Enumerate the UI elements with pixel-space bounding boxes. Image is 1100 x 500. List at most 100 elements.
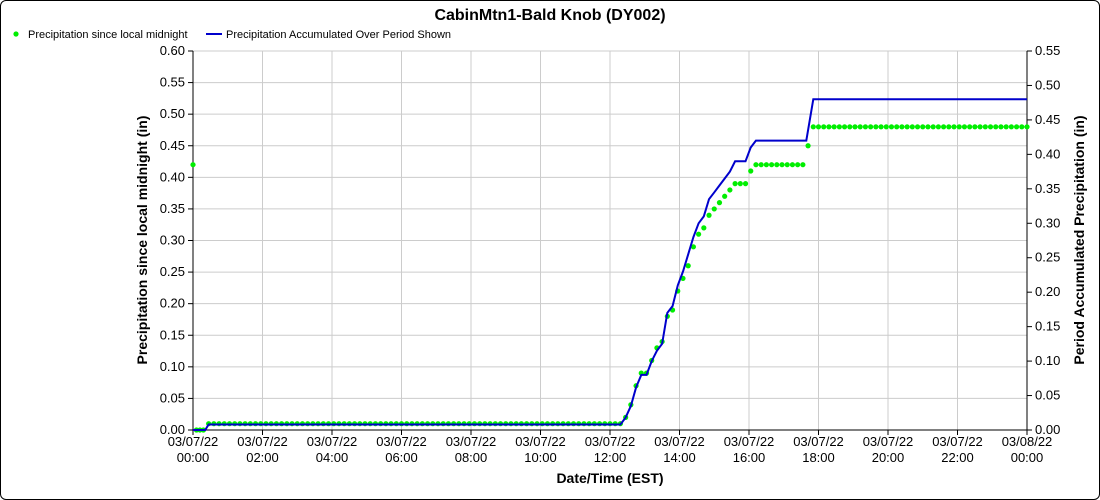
x-tick-label-date: 03/07/22 [793, 434, 844, 449]
precip-dot [873, 124, 879, 130]
x-tick-label-time: 00:00 [1011, 450, 1044, 465]
y-left-tick-label: 0.00 [160, 422, 185, 437]
y-right-tick-label: 0.05 [1035, 388, 1060, 403]
x-tick-label-date: 03/07/22 [932, 434, 983, 449]
precip-dot [909, 124, 915, 130]
y-right-tick-label: 0.25 [1035, 250, 1060, 265]
precip-dot [868, 124, 874, 130]
x-tick-label-date: 03/08/22 [1002, 434, 1053, 449]
x-tick-label-time: 06:00 [385, 450, 418, 465]
precip-dot [727, 187, 733, 193]
precip-dot [190, 162, 196, 168]
y-left-tick-label: 0.35 [160, 201, 185, 216]
precip-dot [935, 124, 941, 130]
precip-dot [800, 162, 806, 168]
precip-dot [982, 124, 988, 130]
precip-dot [951, 124, 957, 130]
x-tick-label-date: 03/07/22 [515, 434, 566, 449]
precip-dot [852, 124, 858, 130]
x-tick-label-date: 03/07/22 [376, 434, 427, 449]
precip-dot [946, 124, 952, 130]
chart-title: CabinMtn1-Bald Knob (DY002) [434, 7, 665, 24]
y-axis-label-right: Period Accumulated Precipitation (in) [1071, 115, 1087, 364]
precip-dot [732, 181, 738, 187]
precip-dot [888, 124, 895, 130]
y-left-tick-label: 0.55 [160, 75, 185, 90]
precip-dot [998, 124, 1004, 130]
chart-marks [190, 98, 1030, 433]
y-right-tick-label: 0.15 [1035, 319, 1060, 334]
precip-dot [810, 124, 816, 130]
x-tick-label-time: 08:00 [455, 450, 488, 465]
precip-dot [847, 124, 853, 130]
y-right-tick-label: 0.20 [1035, 284, 1060, 299]
precip-dot [894, 124, 900, 130]
precip-dot [774, 162, 780, 168]
precip-dot [690, 244, 697, 250]
precip-dot [977, 124, 983, 130]
precip-dot [789, 162, 796, 168]
precip-dot [841, 124, 848, 130]
accumulated-precip-line [193, 98, 1027, 431]
precip-dot [763, 162, 769, 168]
x-tick-label-date: 03/07/22 [446, 434, 497, 449]
precip-dot [993, 124, 999, 130]
precip-dot [930, 124, 936, 130]
precip-dot [972, 124, 978, 130]
x-tick-label-date: 03/07/22 [237, 434, 288, 449]
y-left-tick-label: 0.40 [160, 169, 185, 184]
y-left-tick-label: 0.20 [160, 296, 185, 311]
y-left-tick-label: 0.05 [160, 390, 185, 405]
x-tick-label-time: 12:00 [594, 450, 627, 465]
x-tick-label-date: 03/07/22 [168, 434, 219, 449]
y-right-tick-label: 0.50 [1035, 77, 1060, 92]
x-tick-label-date: 03/07/22 [585, 434, 636, 449]
precip-dot [1008, 124, 1014, 130]
precip-dot [685, 263, 691, 269]
precip-dot [795, 162, 801, 168]
precip-dot [722, 193, 728, 199]
x-tick-label-time: 10:00 [524, 450, 557, 465]
y-right-tick-label: 0.55 [1035, 43, 1060, 58]
precip-dot [956, 124, 962, 130]
legend: Precipitation since local midnight Preci… [13, 29, 451, 41]
precip-dot [961, 124, 968, 130]
precip-dot [768, 162, 775, 168]
tick-labels: 0.00 0.05 0.10 0.15 0.20 0.25 0.30 0.35 0.40 0.45… [160, 43, 1061, 465]
precip-dot [737, 181, 743, 187]
legend-label-daily: Precipitation since local midnight [28, 29, 188, 41]
precip-dot [967, 124, 973, 130]
y-left-tick-label: 0.50 [160, 106, 185, 121]
x-tick-label-time: 18:00 [802, 450, 835, 465]
precip-dot [836, 124, 842, 130]
y-left-tick-label: 0.45 [160, 138, 185, 153]
y-right-tick-label: 0.00 [1035, 422, 1060, 437]
x-tick-label-date: 03/07/22 [307, 434, 358, 449]
precip-dot [925, 124, 931, 130]
precip-dot [758, 162, 764, 168]
grid [192, 50, 1028, 431]
x-tick-label-time: 22:00 [941, 450, 974, 465]
precip-dot [987, 124, 994, 130]
y-left-tick-label: 0.30 [160, 233, 185, 248]
x-tick-label-time: 04:00 [316, 450, 349, 465]
precip-dot [920, 124, 926, 130]
axes [188, 50, 1032, 435]
precip-dot [826, 124, 832, 130]
precip-dot [753, 162, 759, 168]
y-left-tick-label: 0.25 [160, 264, 185, 279]
legend-dot-marker [13, 31, 19, 37]
precip-dot [784, 162, 790, 168]
precip-dot [904, 124, 910, 130]
precip-dot [878, 124, 884, 130]
precip-dot [701, 225, 707, 231]
y-right-tick-label: 0.10 [1035, 353, 1060, 368]
x-tick-label-date: 03/07/22 [724, 434, 775, 449]
y-left-tick-label: 0.10 [160, 359, 185, 374]
precip-dot [1019, 124, 1025, 130]
legend-label-accumulated: Precipitation Accumulated Over Period Sh… [226, 29, 451, 41]
precip-dot [711, 206, 717, 212]
precip-dot [883, 124, 889, 130]
precip-dot [779, 162, 785, 168]
